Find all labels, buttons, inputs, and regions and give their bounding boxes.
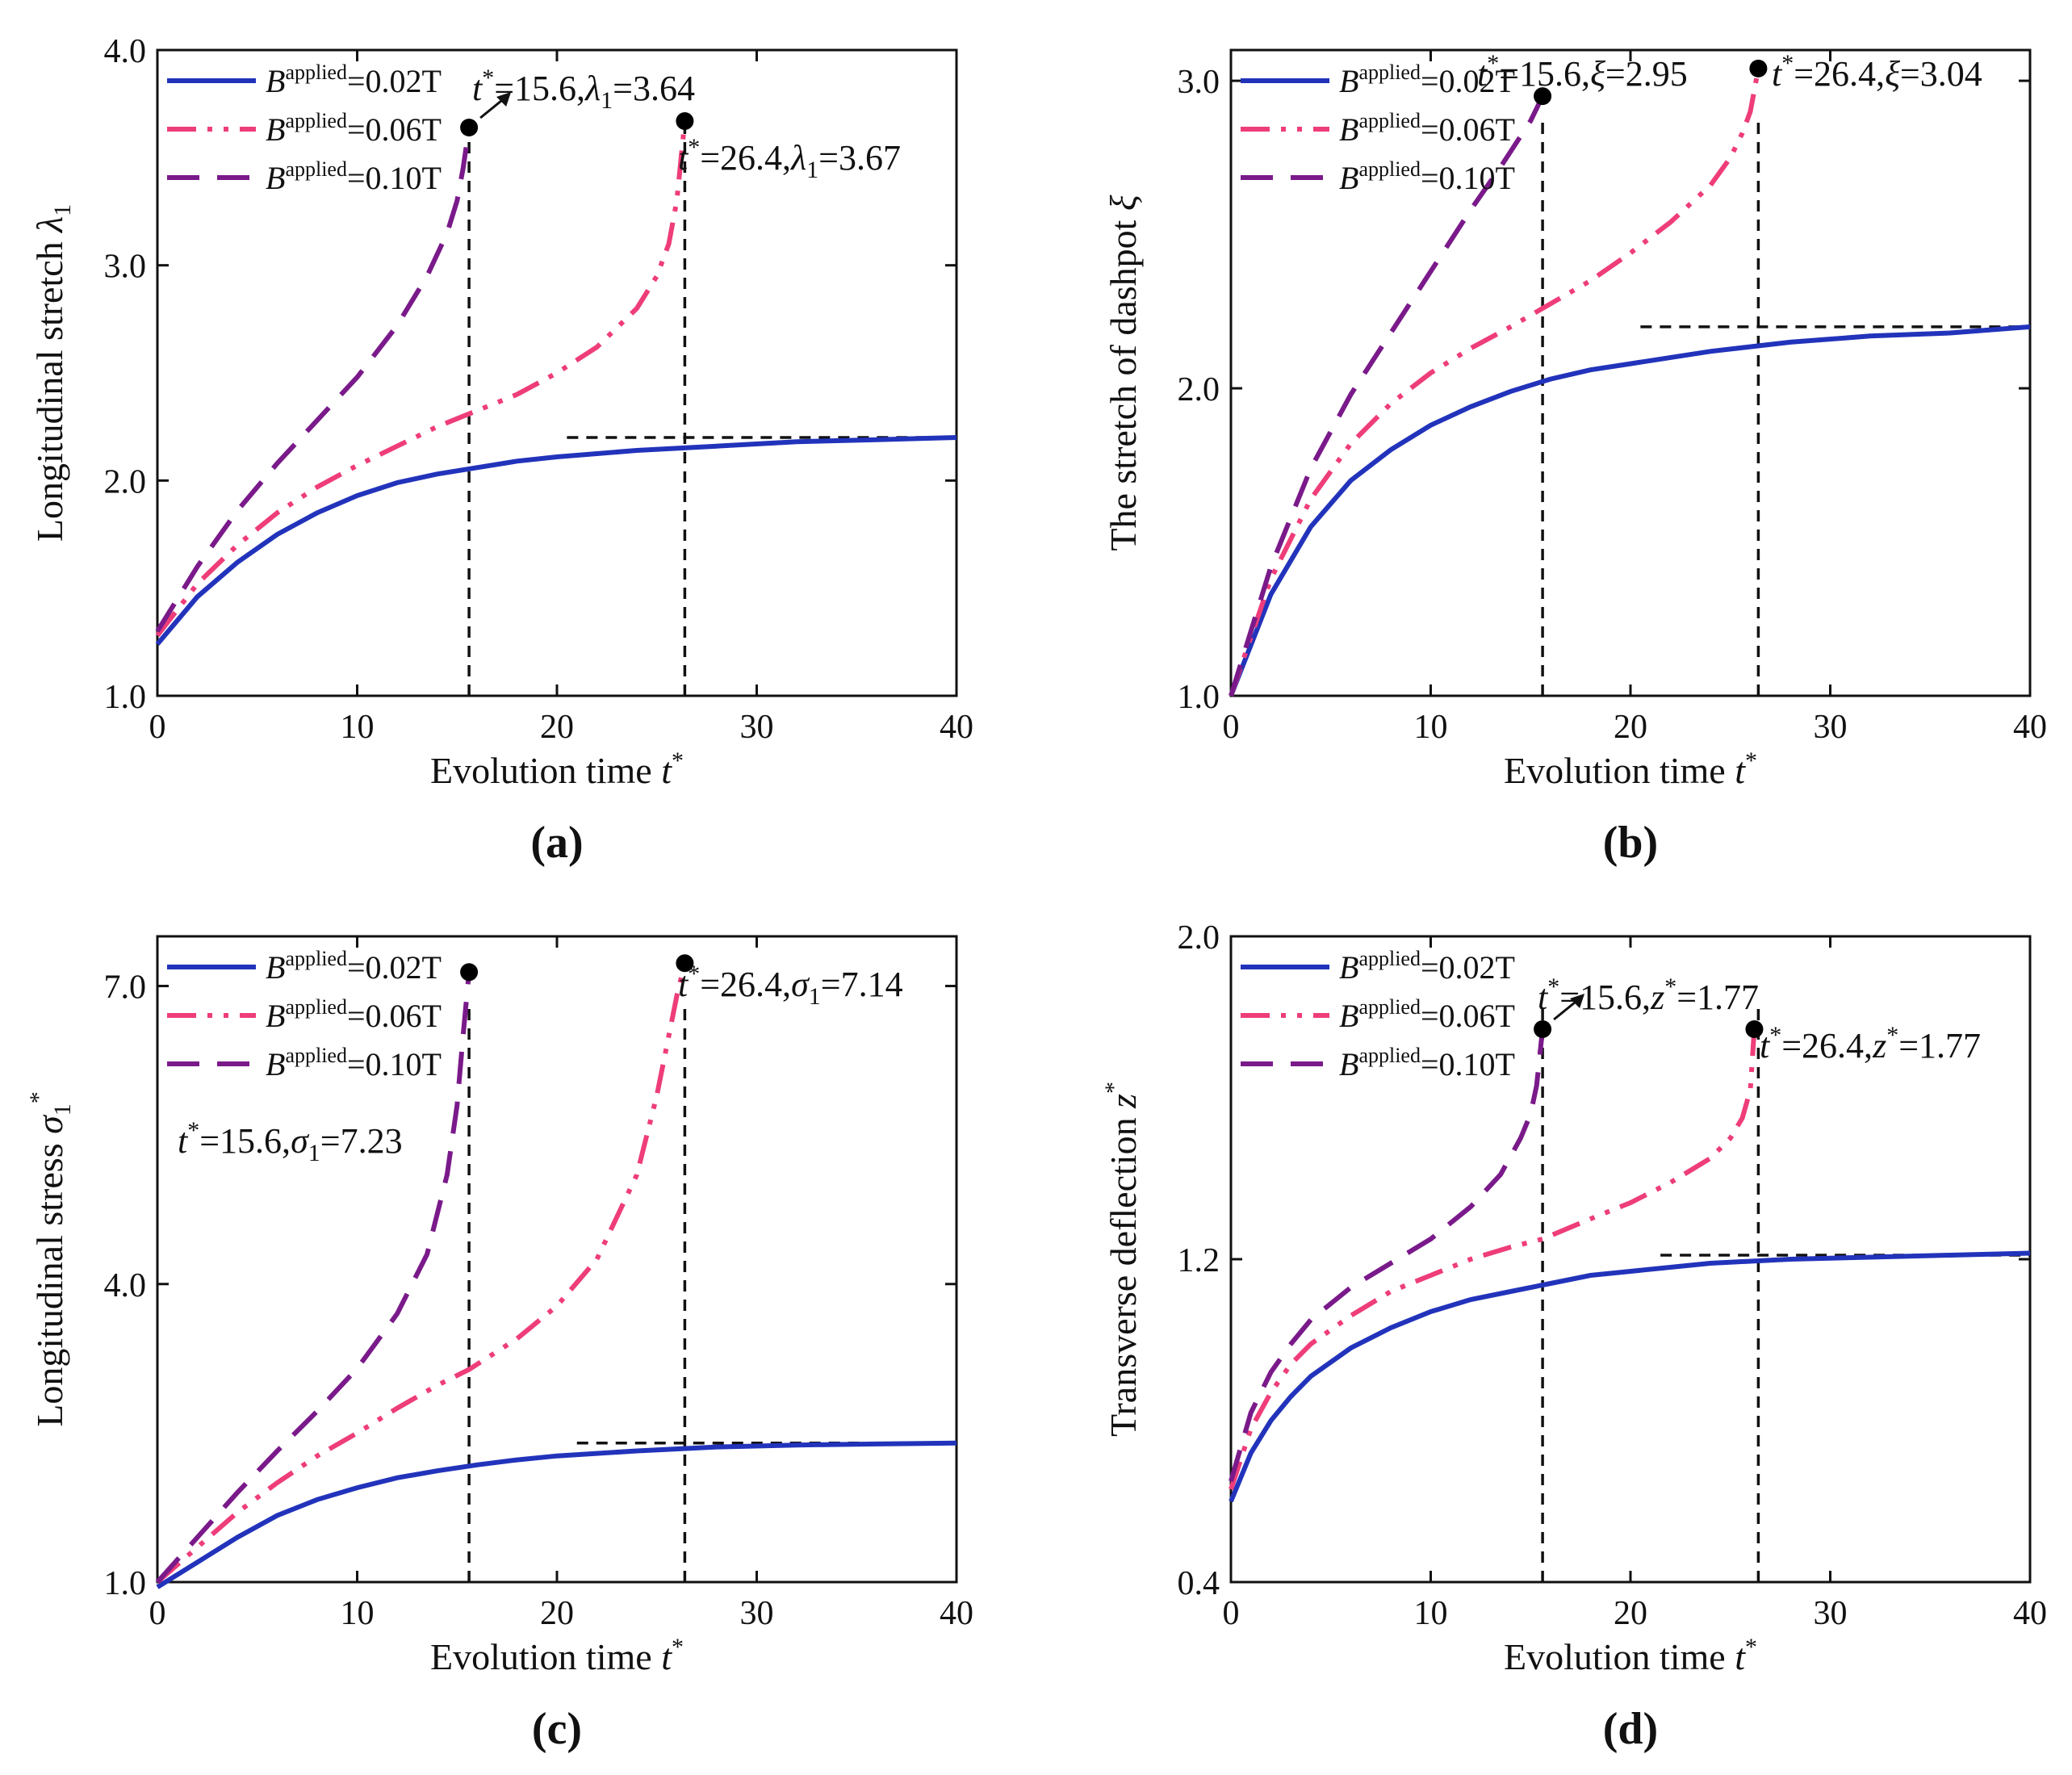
y-axis-title: The stretch of dashpot ξ bbox=[1103, 195, 1144, 551]
y-tick-label: 1.0 bbox=[1178, 679, 1220, 716]
legend-entry-label: Bapplied=0.02T bbox=[1339, 947, 1515, 986]
x-tick-label: 0 bbox=[149, 709, 166, 746]
panel-label: (b) bbox=[1603, 818, 1658, 868]
series-line-0.10T bbox=[155, 127, 472, 633]
x-tick-label: 30 bbox=[1814, 1595, 1848, 1632]
x-tick-label: 0 bbox=[1223, 1595, 1240, 1632]
series-line-0.06T bbox=[1229, 1028, 1757, 1490]
annotation-label: t*=26.4,z*=1.77 bbox=[1760, 1022, 1981, 1065]
failure-point-marker bbox=[460, 963, 479, 982]
failure-point-marker bbox=[676, 112, 694, 130]
y-tick-label: 3.0 bbox=[104, 249, 147, 286]
series-line-0.06T bbox=[1229, 68, 1761, 697]
x-tick-label: 40 bbox=[2013, 709, 2047, 746]
x-axis-title: Evolution time t* bbox=[1504, 747, 1757, 791]
annotation-label: t*=15.6,ξ=2.95 bbox=[1477, 50, 1688, 94]
y-axis-title: Longitudinal stretch λ1 bbox=[29, 204, 76, 542]
x-tick-label: 0 bbox=[149, 1595, 166, 1632]
x-axis-title: Evolution time t* bbox=[430, 747, 684, 791]
y-tick-label: 4.0 bbox=[104, 1267, 147, 1304]
failure-point-marker bbox=[676, 954, 694, 973]
failure-point-marker bbox=[460, 119, 479, 136]
x-tick-label: 30 bbox=[1814, 709, 1848, 746]
x-tick-label: 20 bbox=[1614, 1595, 1647, 1632]
y-tick-label: 2.0 bbox=[1178, 919, 1220, 957]
x-tick-label: 40 bbox=[2013, 1595, 2047, 1632]
panel-b: 0 10 20 30 40 1.0 2.0 3.0 Evolution time t* The s… bbox=[1103, 48, 2047, 868]
legend-entry-label: Bapplied=0.06T bbox=[1339, 995, 1515, 1034]
y-tick-label: 2.0 bbox=[104, 463, 147, 500]
legend-entry-label: Bapplied=0.10T bbox=[1339, 1044, 1515, 1082]
legend-entry-label: Bapplied=0.10T bbox=[266, 157, 442, 196]
y-tick-label: 7.0 bbox=[104, 969, 147, 1007]
annotation-label: t*=15.6,σ1=7.23 bbox=[178, 1117, 403, 1166]
x-tick-label: 10 bbox=[1414, 709, 1448, 746]
series-line-0.02T bbox=[1229, 1250, 2031, 1503]
series-line-0.10T bbox=[1229, 1028, 1546, 1482]
x-axis-title: Evolution time t* bbox=[1504, 1634, 1757, 1677]
x-tick-label: 20 bbox=[540, 1595, 574, 1632]
x-tick-label: 10 bbox=[1414, 1595, 1448, 1632]
x-tick-label: 20 bbox=[1614, 709, 1647, 746]
panel-label: (d) bbox=[1603, 1704, 1658, 1754]
y-tick-label: 1.0 bbox=[104, 679, 147, 716]
legend-entry-label: Bapplied=0.06T bbox=[1339, 109, 1515, 148]
series-line-0.10T bbox=[1229, 94, 1545, 697]
y-axis-title: Longitudinal stress σ1* bbox=[25, 1091, 76, 1427]
panel-label: (a) bbox=[530, 818, 583, 868]
panel-a: 0 10 20 30 40 1.0 2.0 3.0 4.0 Evolution time t* Lo… bbox=[29, 33, 973, 868]
annotation-arrowhead bbox=[1570, 994, 1585, 1008]
x-tick-label: 40 bbox=[940, 1595, 973, 1632]
series-line-0.02T bbox=[156, 1440, 957, 1589]
series-line-0.02T bbox=[1229, 324, 2031, 697]
series-line-0.02T bbox=[155, 435, 957, 646]
legend-entry-label: Bapplied=0.02T bbox=[1339, 61, 1515, 99]
x-tick-label: 0 bbox=[1223, 709, 1240, 746]
y-tick-label: 0.4 bbox=[1178, 1565, 1220, 1602]
y-tick-label: 2.0 bbox=[1178, 371, 1220, 408]
legend-entry-label: Bapplied=0.06T bbox=[266, 109, 442, 148]
annotation-label: t*=15.6,z*=1.77 bbox=[1538, 973, 1759, 1017]
failure-point-marker bbox=[1534, 87, 1552, 106]
panel-label: (c) bbox=[532, 1704, 582, 1754]
failure-point-marker bbox=[1745, 1020, 1764, 1038]
y-tick-label: 1.0 bbox=[104, 1565, 147, 1602]
x-tick-label: 20 bbox=[540, 709, 574, 746]
failure-point-marker bbox=[1534, 1020, 1552, 1038]
failure-point-marker bbox=[1749, 59, 1768, 77]
x-tick-label: 40 bbox=[940, 709, 973, 746]
panel-c: 0 10 20 30 40 1.0 4.0 7.0 Evolution time t* Longi… bbox=[25, 935, 973, 1754]
series-line-0.06T bbox=[156, 962, 688, 1585]
y-tick-label: 4.0 bbox=[104, 33, 147, 70]
annotation-label: t*=15.6,λ1=3.64 bbox=[472, 65, 695, 114]
series-line-0.10T bbox=[155, 972, 472, 1584]
x-tick-label: 30 bbox=[740, 1595, 774, 1632]
annotation-label: t*=26.4,ξ=3.04 bbox=[1772, 50, 1982, 94]
legend-entry-label: Bapplied=0.02T bbox=[266, 947, 442, 986]
legend-entry-label: Bapplied=0.06T bbox=[266, 995, 442, 1034]
annotation-arrowhead bbox=[496, 92, 512, 107]
x-tick-label: 10 bbox=[341, 709, 375, 746]
legend-entry-label: Bapplied=0.02T bbox=[266, 61, 442, 99]
y-tick-label: 3.0 bbox=[1178, 64, 1220, 101]
annotation-label: t*=26.4,σ1=7.14 bbox=[678, 961, 903, 1010]
series-line-0.06T bbox=[155, 120, 688, 638]
legend-entry-label: Bapplied=0.10T bbox=[266, 1044, 442, 1082]
panel-d: 0 10 20 30 40 0.4 1.2 2.0 Evolution time t* Trans… bbox=[1100, 919, 2047, 1754]
x-axis-title: Evolution time t* bbox=[430, 1634, 684, 1677]
legend-entry-label: Bapplied=0.10T bbox=[1339, 157, 1515, 196]
x-tick-label: 10 bbox=[341, 1595, 375, 1632]
x-tick-label: 30 bbox=[740, 709, 774, 746]
y-axis-title: Transverse deflection z* bbox=[1100, 1082, 1144, 1437]
annotation-label: t*=26.4,λ1=3.67 bbox=[678, 134, 901, 183]
y-tick-label: 1.2 bbox=[1178, 1242, 1220, 1279]
